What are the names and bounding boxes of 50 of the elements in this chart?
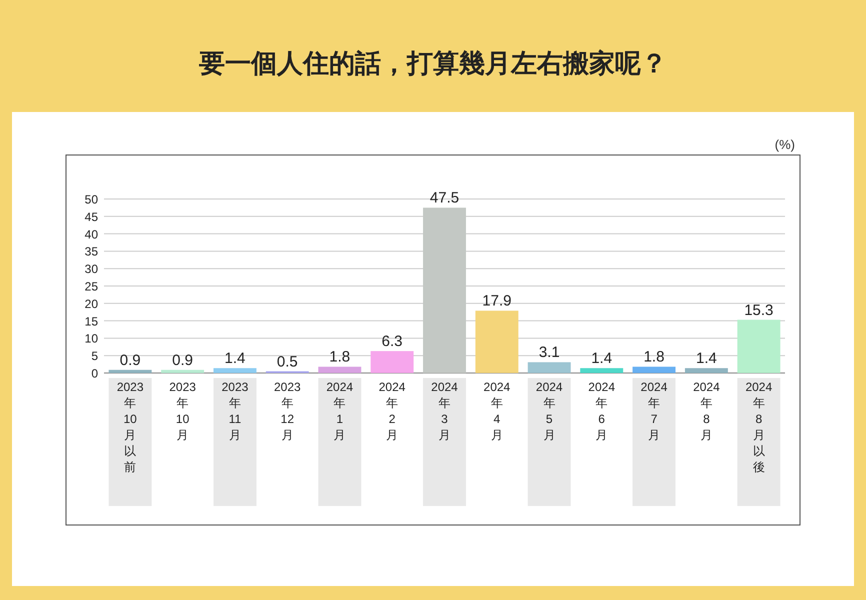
- y-tick-label: 35: [84, 244, 98, 259]
- y-tick-label: 5: [91, 349, 98, 364]
- y-tick-label: 20: [84, 296, 98, 311]
- data-label: 1.4: [591, 350, 612, 368]
- x-tick-label: 2024年1月: [326, 380, 354, 442]
- bar: [475, 310, 518, 373]
- data-label: 15.3: [744, 302, 774, 319]
- data-label: 1.8: [329, 348, 350, 366]
- bar: [318, 366, 362, 373]
- x-tick-label: 2024年2月: [378, 380, 406, 442]
- x-tick-label: 2023年10月: [169, 380, 196, 442]
- x-tick-label: 2024年6月: [588, 380, 616, 442]
- bar: [161, 370, 204, 373]
- y-tick-label: 45: [84, 210, 98, 224]
- data-label: 0.9: [120, 352, 141, 369]
- y-tick-label: 40: [84, 227, 98, 242]
- bar: [528, 362, 571, 373]
- data-label: 3.1: [538, 344, 560, 362]
- bar: [632, 366, 676, 373]
- x-tick-label: 2024年7月: [640, 380, 668, 442]
- data-label: 0.5: [276, 353, 298, 370]
- data-label: 6.3: [382, 333, 403, 350]
- data-label: 47.5: [430, 190, 460, 207]
- data-label: 17.9: [482, 292, 512, 310]
- bar: [580, 368, 624, 373]
- bar: [108, 370, 152, 373]
- y-axis-title: (%): [774, 137, 795, 152]
- bar: [213, 368, 256, 373]
- data-label: 1.8: [644, 348, 664, 366]
- x-tick-label: 2023年10月以前: [116, 380, 144, 474]
- x-tick-label: 2024年5月: [536, 380, 563, 442]
- chart-title: 要一個人住的話，打算幾月左右搬家呢？: [198, 48, 667, 78]
- x-tick-label: 2024年8月以後: [745, 380, 772, 474]
- x-tick-label: 2024年3月: [431, 380, 458, 442]
- y-tick-label: 10: [84, 332, 98, 346]
- bar: [370, 351, 414, 373]
- y-tick-label: 15: [84, 314, 98, 328]
- x-tick-label: 2024年4月: [484, 380, 511, 442]
- x-tick-label: 2023年11月: [222, 380, 249, 442]
- x-tick-label: 2023年12月: [274, 380, 302, 442]
- data-label: 1.4: [224, 350, 246, 368]
- y-tick-label: 50: [84, 192, 98, 206]
- data-label: 1.4: [696, 350, 717, 368]
- data-label: 0.9: [172, 352, 194, 369]
- y-tick-label: 0: [91, 366, 98, 380]
- y-tick-label: 25: [84, 280, 98, 294]
- x-tick-label: 2024年8月: [693, 380, 720, 442]
- bar: [737, 320, 780, 373]
- y-tick-label: 30: [84, 262, 98, 276]
- bar: [684, 368, 728, 373]
